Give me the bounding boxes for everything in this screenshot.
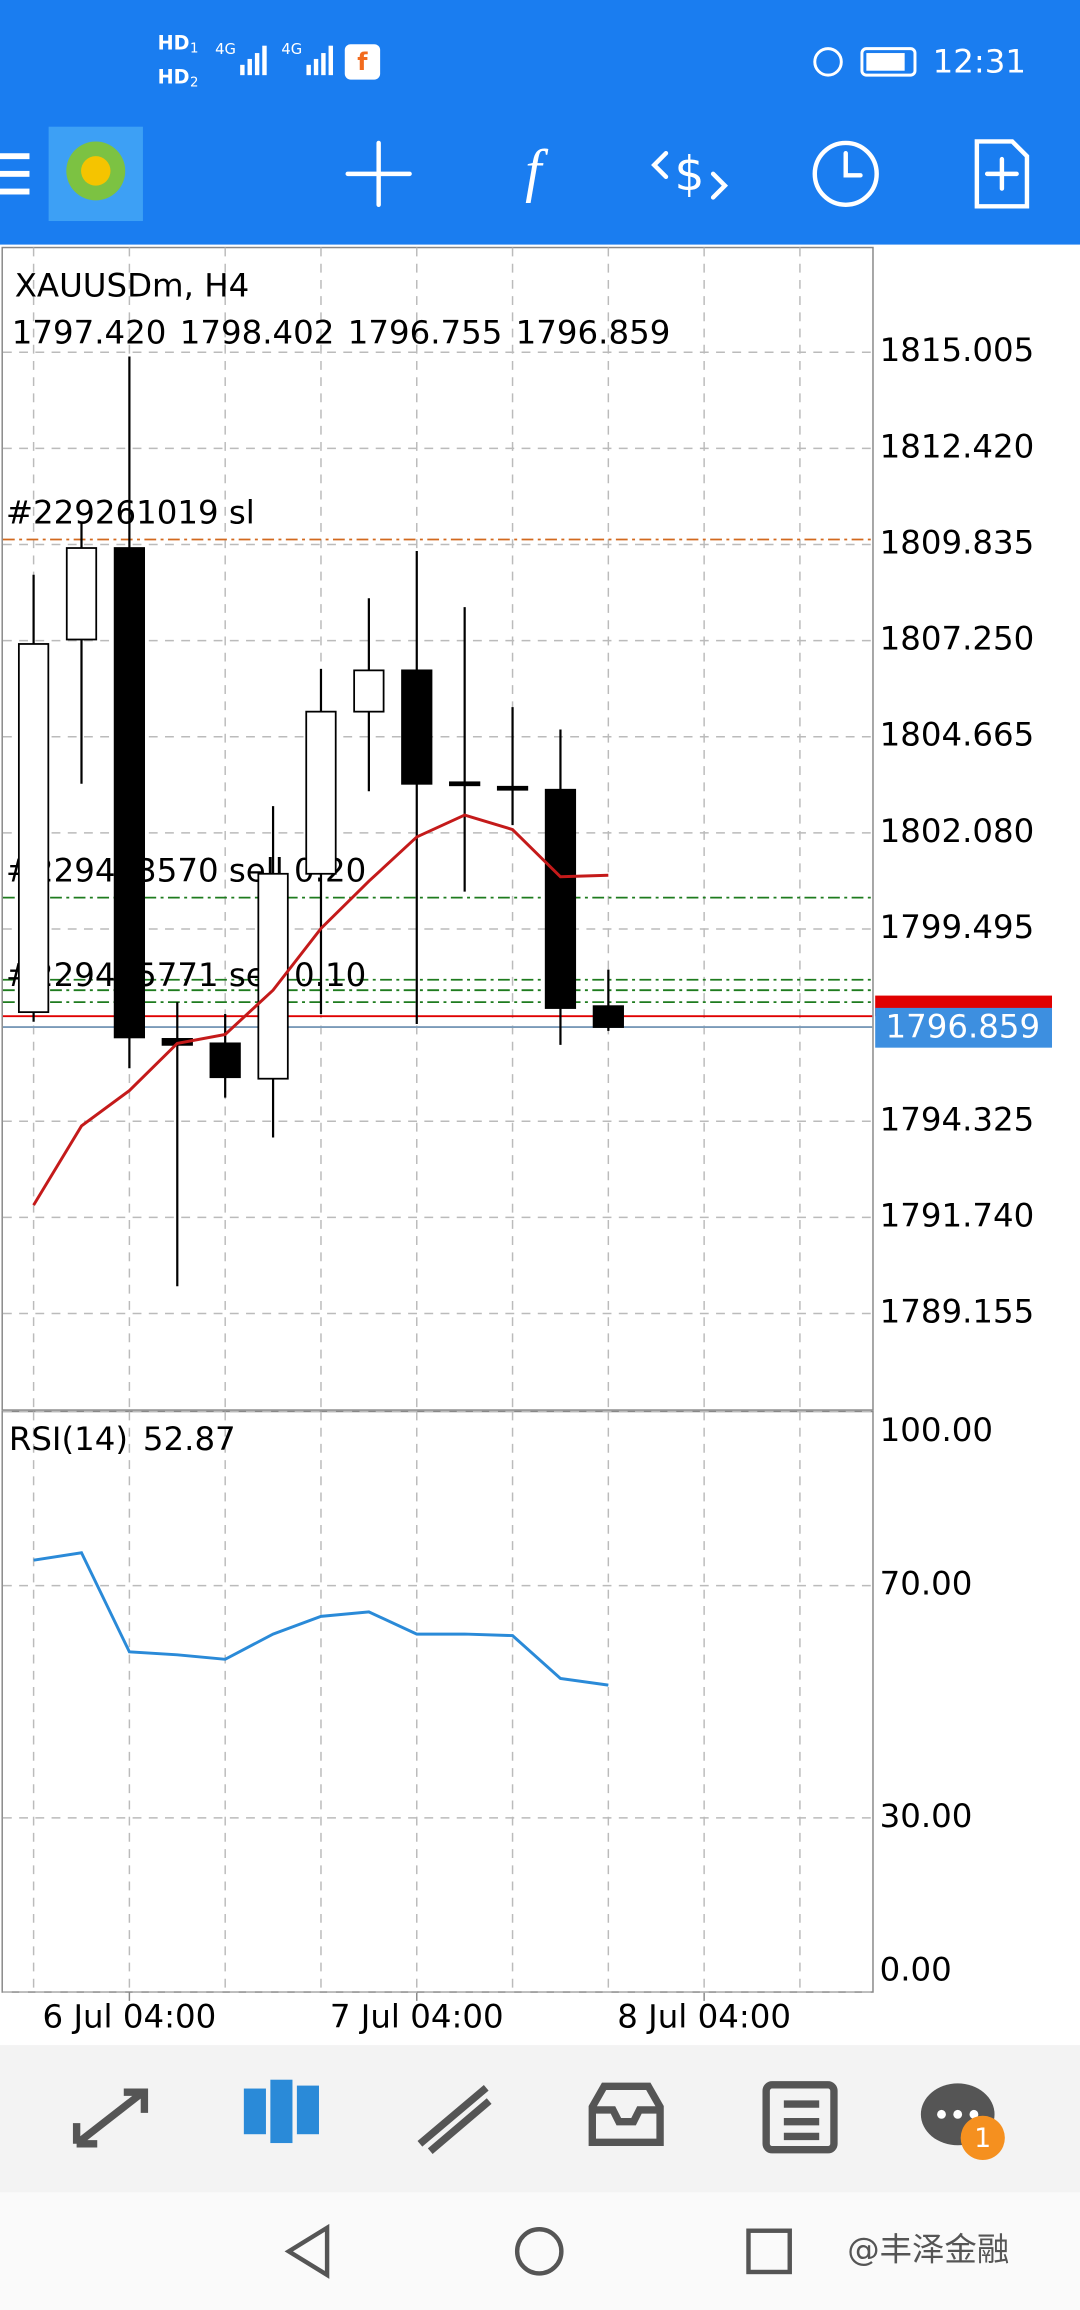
chart-tab[interactable] [243, 2079, 319, 2144]
app-logo [48, 126, 143, 222]
rsi-title: RSI(14) [9, 1420, 128, 1458]
bottom-nav [0, 2045, 1080, 2193]
system-nav [0, 2192, 1080, 2310]
alarm-icon [813, 47, 843, 77]
y-tick-label: 1794.325 [880, 1100, 1035, 1138]
sim-label: 1 [190, 42, 198, 57]
x-tick-label: 7 Jul 04:00 [330, 1998, 504, 2036]
ohlc-value: 1798.402 [180, 313, 335, 351]
order-label: #229445771 sell 0.10 [6, 956, 366, 994]
indicator-line [33, 1551, 609, 1687]
chat-badge: 1 [974, 2123, 991, 2154]
ohlc-value: 1797.420 [12, 313, 167, 351]
app-notification-icon [344, 44, 381, 80]
hd-label: HD [158, 32, 190, 55]
network-label: 4G [281, 41, 302, 58]
x-tick-label: 8 Jul 04:00 [617, 1998, 791, 2036]
ohlc-header: 1797.420 1798.402 1796.755 1796.859 [12, 313, 671, 351]
candle-body [544, 788, 577, 1009]
bid-tag-label: 1796.859 [886, 1008, 1041, 1046]
app-notification-glyph: f [357, 48, 368, 76]
recents-button[interactable] [746, 2228, 792, 2275]
y-tick-label: 100.00 [880, 1411, 993, 1449]
y-tick-label: 70.00 [880, 1565, 973, 1603]
svg-text:$: $ [675, 147, 705, 202]
candle-body [449, 781, 481, 787]
sim-label: 2 [190, 76, 198, 91]
y-tick-label: 1789.155 [880, 1293, 1035, 1331]
indicator-line [32, 813, 609, 1206]
history-tab[interactable] [588, 2082, 664, 2147]
ohlc-value: 1796.755 [348, 313, 503, 351]
watermark: @丰泽金融 [847, 2230, 1009, 2268]
y-tick-label: 1791.740 [880, 1196, 1035, 1234]
y-tick-label: 1812.420 [880, 427, 1035, 465]
rsi-chart-frame [1, 1410, 874, 1993]
chat-tab[interactable]: 1 [920, 2083, 1005, 2161]
quotes-tab[interactable] [72, 2088, 149, 2148]
candle-body [592, 1005, 624, 1028]
y-tick-label: 1809.835 [880, 523, 1035, 561]
battery-icon [860, 47, 917, 77]
ohlc-value: 1796.859 [516, 313, 671, 351]
candle-body [17, 643, 50, 1014]
clock: 12:31 [933, 42, 1026, 80]
y-tick-label: 1807.250 [880, 620, 1035, 658]
chart-title: XAUUSDm, H4 [15, 266, 249, 304]
hd-label: HD [158, 66, 190, 89]
rsi-value: 52.87 [143, 1420, 236, 1458]
candle-body [305, 710, 337, 875]
menu-button[interactable] [0, 153, 30, 195]
y-tick-label: 1815.005 [880, 331, 1035, 369]
candle-body [353, 669, 385, 713]
period-button[interactable] [812, 140, 879, 208]
y-tick-label: 1802.080 [880, 812, 1035, 850]
crosshair-button[interactable] [345, 140, 412, 208]
y-tick-label: 30.00 [880, 1797, 973, 1835]
home-button[interactable] [514, 2227, 564, 2276]
news-tab[interactable] [762, 2081, 838, 2154]
signal-icons [240, 45, 333, 76]
candle-body [401, 669, 433, 785]
trade-tab[interactable] [417, 2084, 492, 2154]
x-tick-label: 6 Jul 04:00 [43, 1998, 217, 2036]
network-label: 4G [215, 41, 236, 58]
y-tick-label: 1799.495 [880, 908, 1035, 946]
candle-body [496, 785, 529, 791]
top-bar [0, 0, 1080, 245]
new-order-button[interactable] [974, 139, 1030, 209]
y-tick-label: 1804.665 [880, 716, 1035, 754]
battery-level [866, 53, 905, 71]
trade-button[interactable]: $ [651, 147, 729, 202]
back-button[interactable] [284, 2223, 330, 2279]
candle-body [65, 547, 98, 641]
bid-tag [875, 1007, 1053, 1048]
candle-body [113, 547, 146, 1039]
candle-body [209, 1042, 241, 1079]
y-tick-label: 0.00 [880, 1950, 952, 1988]
